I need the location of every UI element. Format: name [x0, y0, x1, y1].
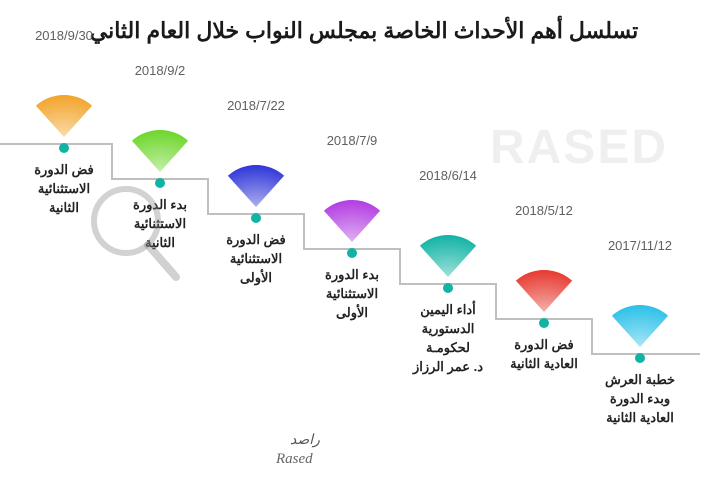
source-arabic: راصد	[290, 431, 320, 448]
event-label: فض الدورة الاستثنائية الأولى	[206, 231, 306, 288]
event-dot	[443, 283, 453, 293]
fan-icon	[608, 305, 672, 347]
event-date: 2018/7/22	[206, 98, 306, 113]
event-dot	[251, 213, 261, 223]
event-date: 2018/9/2	[110, 63, 210, 78]
event-label: أداء اليمين الدستورية لحكومـة د. عمر الر…	[398, 301, 498, 376]
timeline-event: 2018/5/12 فض الدورة العادية الثانية	[494, 203, 594, 374]
event-date: 2018/7/9	[302, 133, 402, 148]
event-dot	[635, 353, 645, 363]
timeline-event: 2018/6/14 أداء اليمين الدستورية لحكومـة …	[398, 168, 498, 376]
fan-icon	[416, 235, 480, 277]
fan-icon	[32, 95, 96, 137]
timeline-event: 2017/11/12 خطبة العرش وبدء الدورة العادي…	[590, 238, 690, 428]
event-dot	[539, 318, 549, 328]
event-date: 2017/11/12	[590, 238, 690, 253]
timeline-event: 2018/7/9 بدء الدورة الاستثنائية الأولى	[302, 133, 402, 323]
event-dot	[347, 248, 357, 258]
timeline-event: 2018/7/22 فض الدورة الاستثنائية الأولى	[206, 98, 306, 288]
event-dot	[59, 143, 69, 153]
source-latin: Rased	[276, 451, 313, 468]
event-label: خطبة العرش وبدء الدورة العادية الثانية	[590, 371, 690, 428]
magnifier-icon	[76, 179, 186, 289]
event-label: بدء الدورة الاستثنائية الأولى	[302, 266, 402, 323]
timeline-stage: 2017/11/12 خطبة العرش وبدء الدورة العادي…	[0, 54, 728, 484]
event-date: 2018/6/14	[398, 168, 498, 183]
event-label: فض الدورة العادية الثانية	[494, 336, 594, 374]
fan-icon	[512, 270, 576, 312]
fan-icon	[128, 130, 192, 172]
fan-icon	[224, 165, 288, 207]
fan-icon	[320, 200, 384, 242]
event-date: 2018/5/12	[494, 203, 594, 218]
event-date: 2018/9/30	[14, 28, 114, 43]
